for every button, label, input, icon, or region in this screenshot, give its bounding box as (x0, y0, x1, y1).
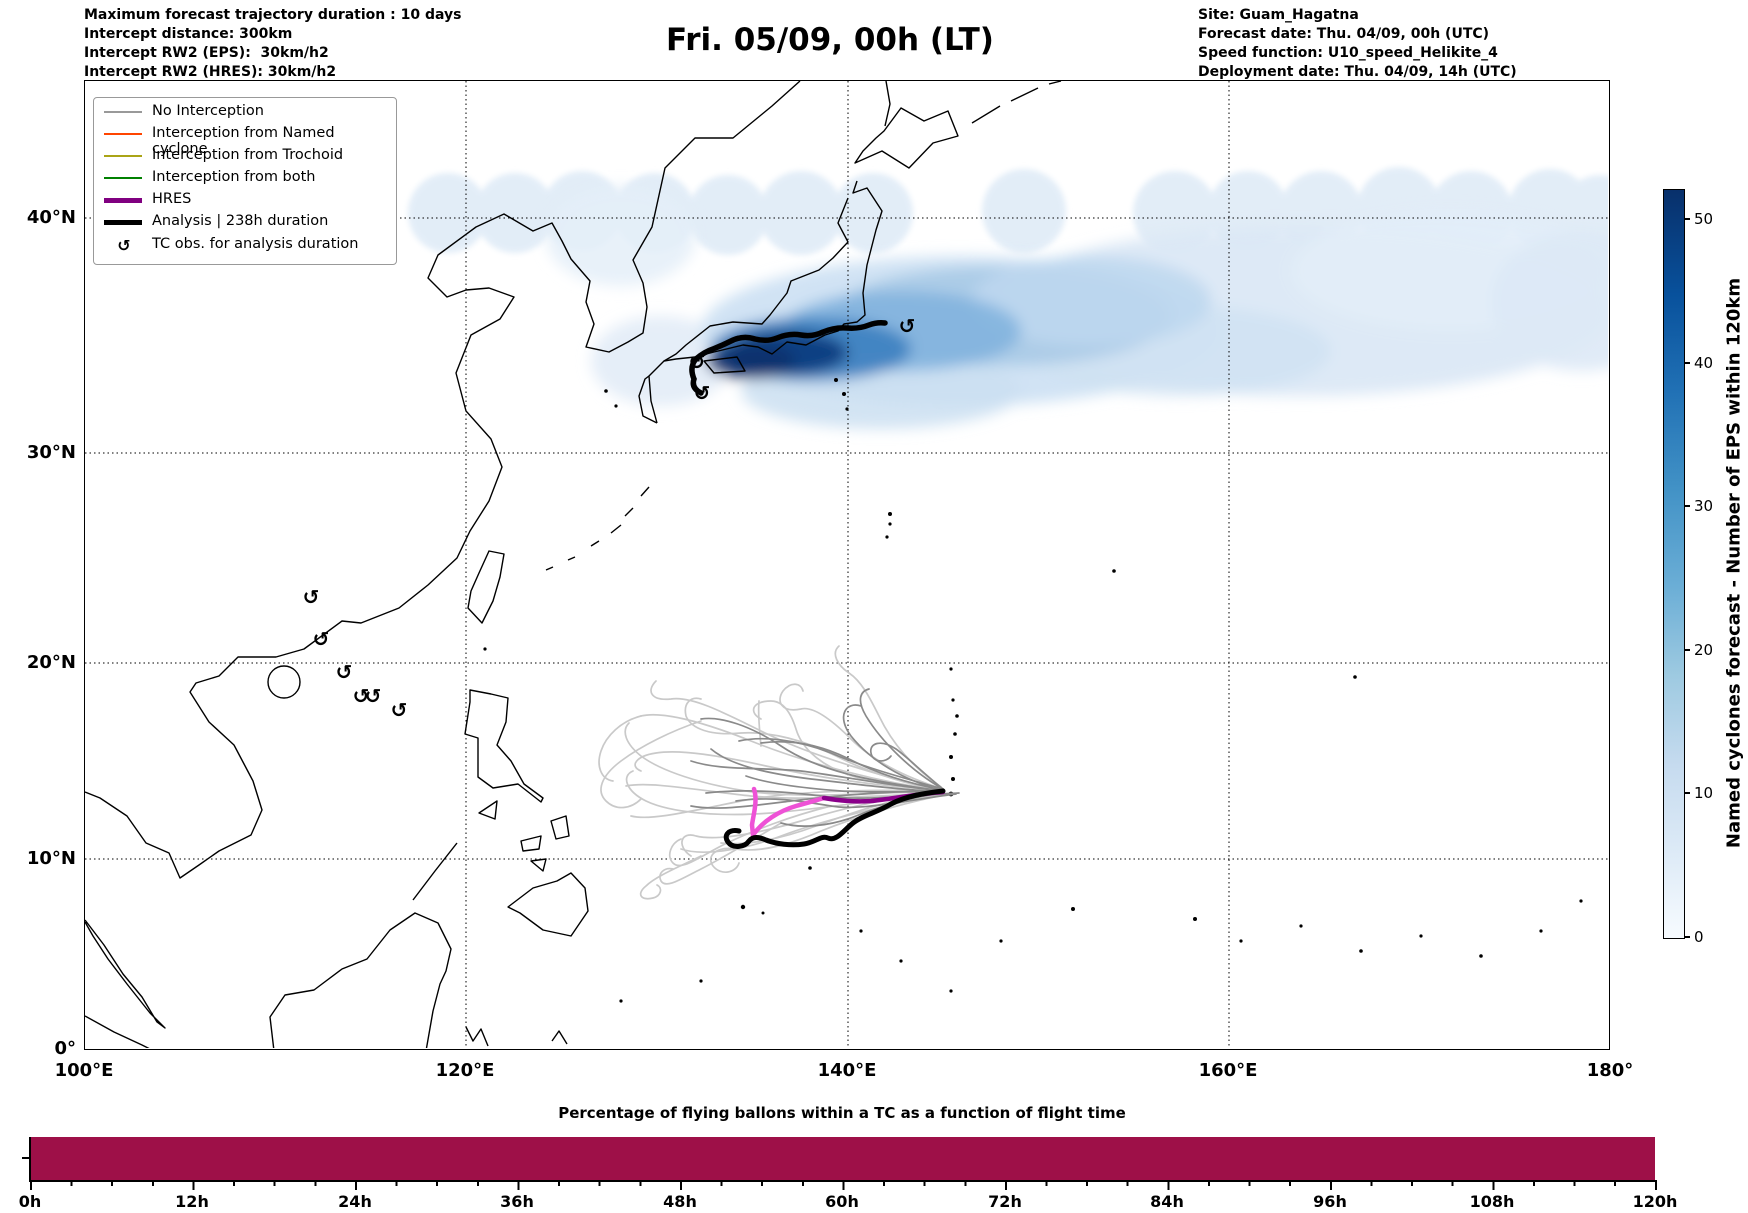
x-tick-100e: 100°E (54, 1060, 114, 1081)
bc-tick-60h: 60h (825, 1192, 859, 1211)
header-left-params: Maximum forecast trajectory duration : 1… (84, 7, 462, 80)
colorbar-tick (1685, 792, 1690, 794)
analysis-track-guam (723, 788, 946, 849)
colorbar-tick-label: 0 (1694, 928, 1704, 946)
coastlines (85, 81, 1062, 1048)
y-tick-20n: 20°N (26, 652, 76, 673)
tc-obs-icon: ↺ (688, 350, 706, 374)
cyclone-density-heatmap (408, 167, 1608, 429)
bc-tick-72h: 72h (988, 1192, 1022, 1211)
bc-tick-24h: 24h (338, 1192, 372, 1211)
colorbar-tick-label: 50 (1694, 210, 1714, 228)
bottom-chart-y-tick (22, 1157, 29, 1159)
tc-obs-icon: ↺ (364, 684, 382, 708)
colorbar-axis-label: Named cyclones forecast - Number of EPS … (1723, 277, 1745, 849)
bc-tick-120h: 120h (1632, 1192, 1678, 1211)
legend-item-named-cyclone: Interception from Named cyclone (102, 124, 388, 157)
legend-line-swatch (104, 220, 142, 225)
x-tick-120e: 120°E (435, 1060, 495, 1081)
legend-line-swatch (104, 155, 142, 157)
colorbar-tick-label: 20 (1694, 641, 1714, 659)
map-panel: ↺ ↺ ↺ ↺ ↺ ↺ ↺ ↺ ↺ (84, 80, 1610, 1050)
tc-obs-icon: ↺ (693, 381, 711, 405)
x-tick-180: 180° (1586, 1060, 1634, 1081)
legend-line-swatch (104, 177, 142, 179)
map-legend: No Interception Interception from Named … (93, 97, 397, 265)
x-tick-160e: 160°E (1198, 1060, 1258, 1081)
analysis-track-japan (689, 320, 888, 396)
y-tick-30n: 30°N (26, 442, 76, 463)
bc-tick-12h: 12h (175, 1192, 209, 1211)
y-tick-0: 0° (54, 1038, 76, 1059)
bottom-chart-left-spine (29, 1137, 31, 1182)
tc-percentage-bar (30, 1137, 1655, 1180)
bottom-chart-title: Percentage of flying ballons within a TC… (558, 1104, 1126, 1122)
tc-obs-icon: ↺ (335, 660, 353, 684)
page-title: Fri. 05/09, 00h (LT) (666, 22, 994, 58)
y-tick-40n: 40°N (26, 207, 76, 228)
map-canvas (85, 81, 1608, 1048)
colorbar-tick (1685, 505, 1690, 507)
bc-tick-108h: 108h (1469, 1192, 1515, 1211)
colorbar-tick (1685, 362, 1690, 364)
colorbar-tick-label: 30 (1694, 497, 1714, 515)
tc-obs-icon: ↺ (117, 236, 131, 255)
colorbar-tick-label: 40 (1694, 354, 1714, 372)
tc-obs-icon: ↺ (352, 684, 370, 708)
bc-tick-36h: 36h (500, 1192, 534, 1211)
legend-item-hres: HRES (102, 190, 388, 210)
colorbar-tick (1685, 649, 1690, 651)
header-right-params: Site: Guam_Hagatna Forecast date: Thu. 0… (1198, 7, 1517, 80)
hres-fork-track (749, 786, 827, 842)
legend-item-both: Interception from both (102, 168, 388, 188)
bc-tick-48h: 48h (663, 1192, 697, 1211)
x-tick-140e: 140°E (817, 1060, 877, 1081)
legend-line-swatch (104, 133, 142, 135)
ensemble-trajectories-dark (690, 688, 960, 827)
bc-tick-0h: 0h (18, 1192, 42, 1211)
bc-tick-96h: 96h (1313, 1192, 1347, 1211)
tc-obs-icon: ↺ (898, 314, 916, 338)
legend-item-tc-obs: ↺ TC obs. for analysis duration (102, 235, 388, 255)
island-dots (483, 378, 1583, 1003)
y-tick-10n: 10°N (26, 848, 76, 869)
legend-item-no-interception: No Interception (102, 102, 388, 122)
tc-obs-icon: ↺ (302, 585, 320, 609)
tc-obs-icon: ↺ (390, 698, 408, 722)
colorbar-tick (1685, 218, 1690, 220)
bottom-chart-x-axis (30, 1180, 1657, 1182)
colorbar-tick (1685, 936, 1690, 938)
legend-line-swatch (104, 111, 142, 113)
colorbar (1663, 189, 1685, 939)
colorbar-tick-label: 10 (1694, 784, 1714, 802)
tc-obs-icon: ↺ (312, 627, 330, 651)
legend-item-analysis: Analysis | 238h duration (102, 212, 388, 232)
bottom-chart-major-ticks (30, 1182, 1657, 1190)
legend-line-swatch (104, 198, 142, 203)
legend-item-trochoid: Interception from Trochoid (102, 146, 388, 166)
bc-tick-84h: 84h (1150, 1192, 1184, 1211)
